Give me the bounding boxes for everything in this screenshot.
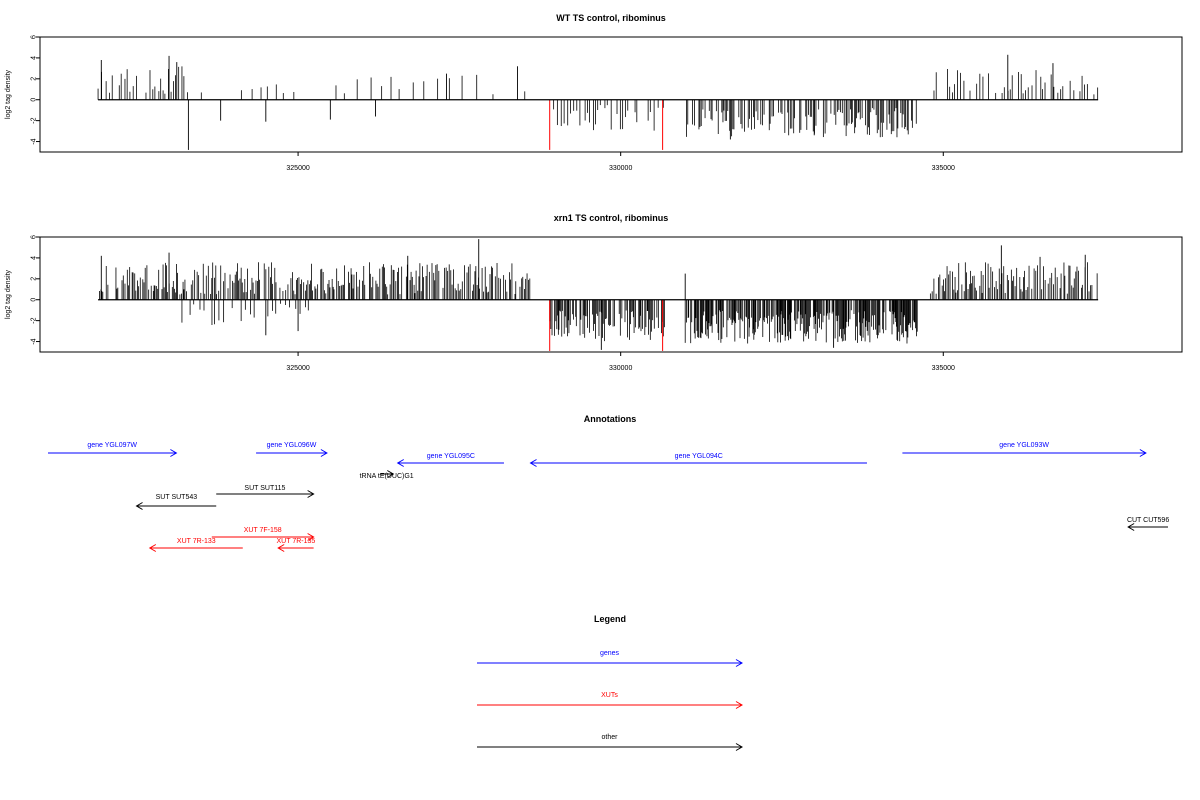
annotation-label: XUT 7F-158 [244, 527, 282, 534]
y-tick-label: 4 [31, 56, 38, 60]
annotation-arrowhead [396, 459, 404, 467]
annotation-label: gene YGL097W [87, 442, 137, 449]
annotation-arrowhead [387, 470, 395, 478]
annotation-arrowhead [320, 449, 328, 457]
annotation-label: XUT 7R-135 [277, 538, 316, 545]
annotation-label: SUT SUT115 [244, 485, 285, 492]
annotation-arrowhead [1139, 449, 1147, 457]
plot-frame [39, 236, 1183, 353]
annotation-label: gene YGL094C [675, 453, 723, 460]
annotation-arrowhead [148, 544, 157, 552]
y-axis-label: log2 tag density [5, 69, 12, 119]
annotation-label: gene YGL096W [267, 442, 317, 449]
annotation-arrowhead [277, 544, 285, 552]
y-tick-label: 6 [31, 35, 38, 39]
x-tick-label: 335000 [932, 165, 955, 172]
annotation-arrowhead [1127, 523, 1135, 531]
annotation-arrowhead [135, 502, 143, 510]
annotations-panel: Annotations gene YGL097W gene YGL096W gene… [48, 414, 1169, 552]
legend-title: Legend [594, 614, 626, 624]
y-tick-label: 6 [31, 235, 38, 239]
annotation-label: gene YGL093W [999, 442, 1049, 449]
legend-arrowhead [735, 659, 743, 667]
xrn1-track-panel: xrn1 TS control, ribominus -4 -2 0 2 4 6 log2 t… [5, 213, 1183, 372]
x-tick-label: 335000 [932, 365, 955, 372]
y-tick-label: -4 [31, 338, 38, 344]
track-title: WT TS control, ribominus [556, 13, 666, 23]
y-tick-label: 2 [31, 77, 38, 81]
x-tick-label: 325000 [286, 365, 309, 372]
legend-arrowhead [735, 743, 743, 751]
annotation-label: tRNA tE(UUC)G1 [360, 473, 414, 480]
annotation-arrowhead [307, 490, 315, 498]
annotation-label: CUT CUT596 [1127, 517, 1169, 524]
y-tick-label: 4 [31, 256, 38, 260]
y-tick-label: -2 [31, 117, 38, 123]
annotation-label: XUT 7R-133 [177, 538, 216, 545]
x-tick-label: 330000 [609, 365, 632, 372]
y-tick-label: 2 [31, 277, 38, 281]
x-tick-label: 325000 [286, 165, 309, 172]
annotation-arrowhead [170, 449, 178, 457]
y-tick-label: -2 [31, 317, 38, 323]
wt-track-panel: WT TS control, ribominus -4 -2 0 2 4 6 log2 tag… [5, 13, 1183, 172]
annotation-arrowhead [307, 533, 315, 541]
annotation-label: gene YGL095C [427, 453, 475, 460]
x-tick-label: 330000 [609, 165, 632, 172]
plot-frame [39, 36, 1183, 153]
y-tick-label: 0 [31, 298, 38, 302]
legend-panel: Legend genes XUTs other [477, 614, 743, 751]
y-tick-label: -4 [31, 138, 38, 144]
y-axis-label: log2 tag density [5, 269, 12, 319]
y-tick-label: 0 [31, 98, 38, 102]
annotation-label: SUT SUT543 [156, 494, 198, 501]
legend-label: XUTs [601, 692, 618, 699]
track-title: xrn1 TS control, ribominus [554, 213, 669, 223]
legend-label: other [602, 734, 619, 741]
annotations-title: Annotations [584, 414, 637, 424]
annotation-arrowhead [529, 459, 537, 467]
legend-label: genes [600, 650, 620, 657]
legend-arrowhead [735, 701, 743, 709]
